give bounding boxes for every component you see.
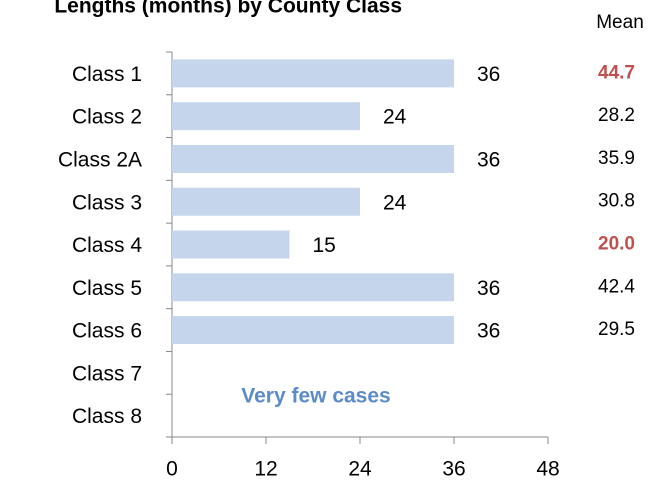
y-tick-label: Class 6 [72, 320, 142, 343]
y-tick-label: Class 8 [72, 405, 142, 428]
x-tick-label: 24 [348, 458, 372, 481]
data-label: 36 [477, 320, 500, 343]
bar [172, 273, 454, 302]
data-label: 36 [477, 277, 500, 300]
annotation: Very few cases [241, 385, 390, 408]
mean-value: 30.8 [598, 191, 635, 212]
bar [172, 102, 360, 131]
bar [172, 144, 454, 173]
y-tick-label: Class 5 [72, 277, 142, 300]
data-label: 36 [477, 148, 500, 171]
mean-value: 20.0 [598, 234, 635, 255]
mean-value: 42.4 [598, 276, 635, 297]
y-tick-label: Class 2A [58, 148, 142, 171]
mean-value: 29.5 [598, 319, 635, 340]
mean-value: 35.9 [598, 148, 635, 169]
y-tick-label: Class 7 [72, 362, 142, 385]
x-tick-label: 36 [442, 458, 465, 481]
data-label: 24 [383, 191, 407, 214]
x-tick-label: 0 [166, 458, 178, 481]
mean-header: Mean [596, 12, 644, 33]
y-tick-label: Class 2 [72, 106, 142, 129]
y-tick-label: Class 3 [72, 191, 142, 214]
x-tick-label: 48 [536, 458, 559, 481]
data-label: 36 [477, 63, 500, 86]
bar [172, 316, 454, 345]
bar [172, 230, 290, 259]
y-tick-label: Class 1 [72, 63, 142, 86]
mean-value: 44.7 [598, 62, 635, 83]
bar [172, 59, 454, 88]
chart-title: Lengths (months) by County Class [54, 0, 402, 18]
mean-value: 28.2 [598, 105, 635, 126]
data-label: 24 [383, 106, 407, 129]
x-tick-label: 12 [254, 458, 277, 481]
y-tick-label: Class 4 [72, 234, 142, 257]
bar [172, 187, 360, 216]
data-label: 15 [313, 234, 336, 257]
